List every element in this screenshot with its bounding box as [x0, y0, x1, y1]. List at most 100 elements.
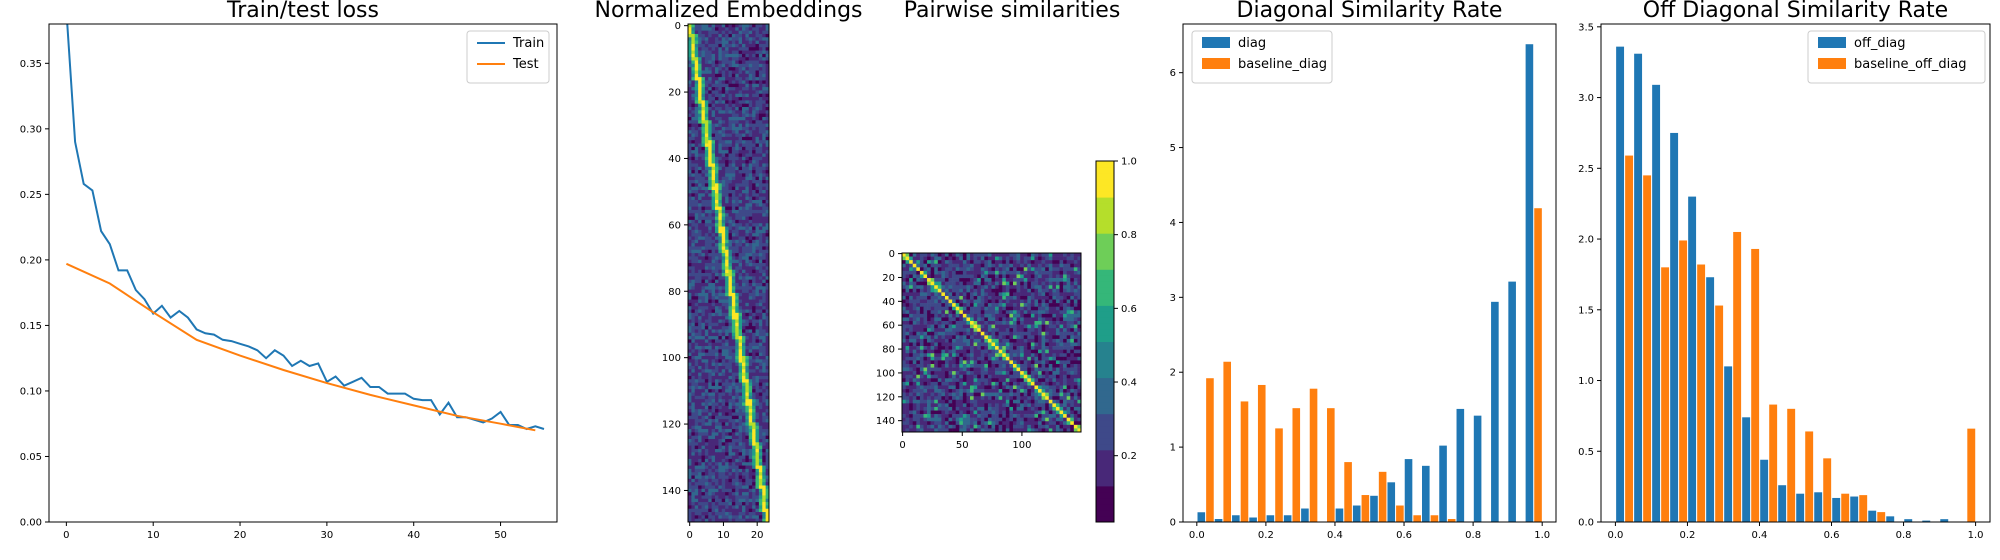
similarity-cell [944, 346, 949, 350]
embedding-cell [762, 279, 767, 284]
embedding-cell [735, 239, 740, 244]
similarity-cell [905, 270, 910, 275]
embedding-cell [731, 229, 736, 234]
embedding-cell [735, 405, 740, 410]
similarity-cell [995, 295, 999, 300]
embedding-cell [701, 422, 706, 427]
similarity-cell [980, 260, 985, 265]
embedding-cell [738, 130, 743, 134]
embedding-cell [698, 369, 702, 373]
embedding-cell [755, 472, 760, 476]
embedding-cell [762, 312, 767, 317]
embedding-cell [752, 312, 756, 317]
embedding-cell [691, 77, 696, 81]
embedding-cell [731, 299, 736, 304]
embedding-cell [728, 439, 733, 443]
embedding-cell [755, 465, 760, 470]
embedding-cell [735, 120, 740, 124]
embedding-cell [721, 365, 726, 370]
similarity-cell [955, 285, 960, 290]
embedding-cell [735, 515, 740, 520]
embedding-cell [758, 286, 763, 290]
embedding-cell [728, 369, 733, 373]
embedding-cell [748, 329, 753, 334]
similarity-cell [1073, 295, 1078, 300]
similarity-cell [916, 306, 921, 311]
embedding-cell [718, 173, 723, 178]
similarity-cell [919, 285, 924, 290]
embedding-cell [688, 37, 692, 41]
embedding-cell [721, 312, 726, 317]
embedding-cell [765, 30, 770, 35]
embedding-cell [708, 246, 713, 251]
embedding-cell [725, 266, 729, 271]
embedding-cell [711, 229, 716, 234]
similarity-cell [977, 335, 982, 340]
embedding-cell [758, 37, 763, 41]
loss-xtick-label: 50 [494, 530, 507, 541]
similarity-cell [934, 310, 939, 315]
embedding-cell [698, 186, 702, 191]
similarity-cell [1030, 313, 1035, 318]
embedding-cell [711, 263, 716, 267]
embedding-cell [731, 100, 736, 105]
embedding-cell [762, 316, 767, 320]
embedding-cell [725, 27, 729, 32]
similarity-cell [937, 346, 942, 350]
similarity-cell [1059, 306, 1064, 311]
embedding-cell [725, 392, 729, 397]
embedding-cell [731, 339, 736, 344]
similarity-cell [1027, 331, 1032, 336]
similarity-cell [980, 292, 985, 297]
similarity-cell [984, 260, 989, 265]
similarity-cell [995, 306, 999, 311]
embedding-cell [708, 156, 713, 161]
similarity-cell [1005, 292, 1010, 297]
embedding-cell [718, 349, 723, 354]
embedding-cell [698, 259, 702, 264]
embedding-cell [738, 90, 743, 95]
embedding-cell [735, 87, 740, 91]
similarity-cell [916, 278, 921, 282]
similarity-cell [912, 324, 917, 329]
similarity-cell [1066, 310, 1071, 315]
similarity-cell [941, 335, 946, 340]
embedding-cell [704, 369, 709, 373]
embedding-cell [765, 445, 770, 450]
embedding-cell [758, 176, 763, 181]
similarity-cell [1020, 321, 1025, 325]
embedding-cell [731, 203, 736, 207]
similarity-cell [980, 263, 985, 268]
embedding-cell [698, 256, 702, 261]
similarity-cell [1023, 253, 1028, 257]
embedding-cell [691, 50, 696, 55]
embedding-cell [688, 336, 692, 340]
similarity-cell [1030, 253, 1035, 257]
similarity-cell [1063, 260, 1067, 265]
embedding-cell [701, 329, 706, 334]
embedding-cell [708, 292, 713, 297]
embedding-cell [748, 448, 753, 453]
similarity-cell [1073, 313, 1078, 318]
embedding-cell [752, 269, 756, 274]
similarity-cell [902, 310, 906, 315]
similarity-cell [1027, 285, 1032, 290]
embedding-cell [752, 256, 756, 261]
embedding-cell [688, 206, 692, 211]
embedding-cell [688, 409, 692, 413]
embedding-cell [725, 24, 729, 28]
embedding-cell [755, 73, 760, 78]
embedding-cell [718, 362, 723, 367]
embedding-cell [758, 369, 763, 373]
embedding-cell [748, 505, 753, 510]
embedding-cell [735, 263, 740, 267]
similarity-cell [1027, 317, 1032, 322]
embedding-cell [715, 203, 719, 207]
similarity-cell [1005, 324, 1010, 329]
embedding-cell [718, 239, 723, 244]
embedding-cell [762, 409, 767, 413]
embedding-cell [758, 193, 763, 198]
embedding-cell [735, 57, 740, 61]
embedding-cell [701, 279, 706, 284]
embedding-cell [748, 70, 753, 75]
